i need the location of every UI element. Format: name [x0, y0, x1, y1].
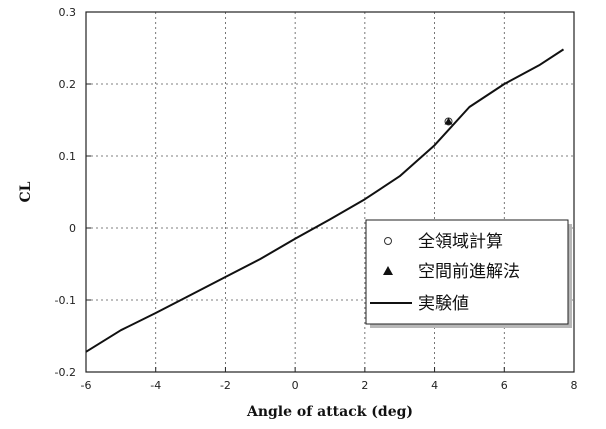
- legend: 全領域計算 空間前進解法 実験値: [365, 219, 572, 328]
- legend-box: [365, 219, 569, 325]
- x-tick-label: 2: [361, 379, 368, 392]
- y-axis-title: CL: [18, 181, 34, 202]
- x-axis-title: Angle of attack (deg): [246, 404, 413, 420]
- x-tick-label: -6: [81, 379, 92, 392]
- series: [85, 48, 565, 353]
- y-tick-label: 0.2: [59, 78, 77, 91]
- x-tick-label: 6: [501, 379, 508, 392]
- plot-frame: [85, 11, 575, 373]
- legend-label-series-1: 空間前進解法: [418, 262, 520, 282]
- y-tick-label: -0.2: [55, 366, 76, 379]
- x-tick-label: 8: [571, 379, 578, 392]
- x-tick-label: -2: [220, 379, 231, 392]
- y-tick-label: 0: [69, 222, 76, 235]
- data-point-space-marching: [444, 117, 453, 125]
- y-tick-label: -0.1: [55, 294, 76, 307]
- series-line-experiment: [85, 48, 565, 353]
- legend-label-series-0: 全領域計算: [418, 232, 503, 252]
- y-tick-label: 0.3: [59, 6, 77, 19]
- legend-marker-open-circle: [384, 237, 392, 245]
- x-tick-label: 4: [431, 379, 438, 392]
- x-tick-label: -4: [150, 379, 161, 392]
- legend-marker-filled-triangle: [383, 266, 393, 275]
- y-tick-label: 0.1: [59, 150, 77, 163]
- x-ticks: -6 -4 -2 0 2 4 6 8: [81, 367, 578, 392]
- legend-label-series-2: 実験値: [418, 294, 469, 314]
- x-tick-label: 0: [292, 379, 299, 392]
- y-ticks: -0.2 -0.1 0 0.1 0.2 0.3: [55, 6, 91, 379]
